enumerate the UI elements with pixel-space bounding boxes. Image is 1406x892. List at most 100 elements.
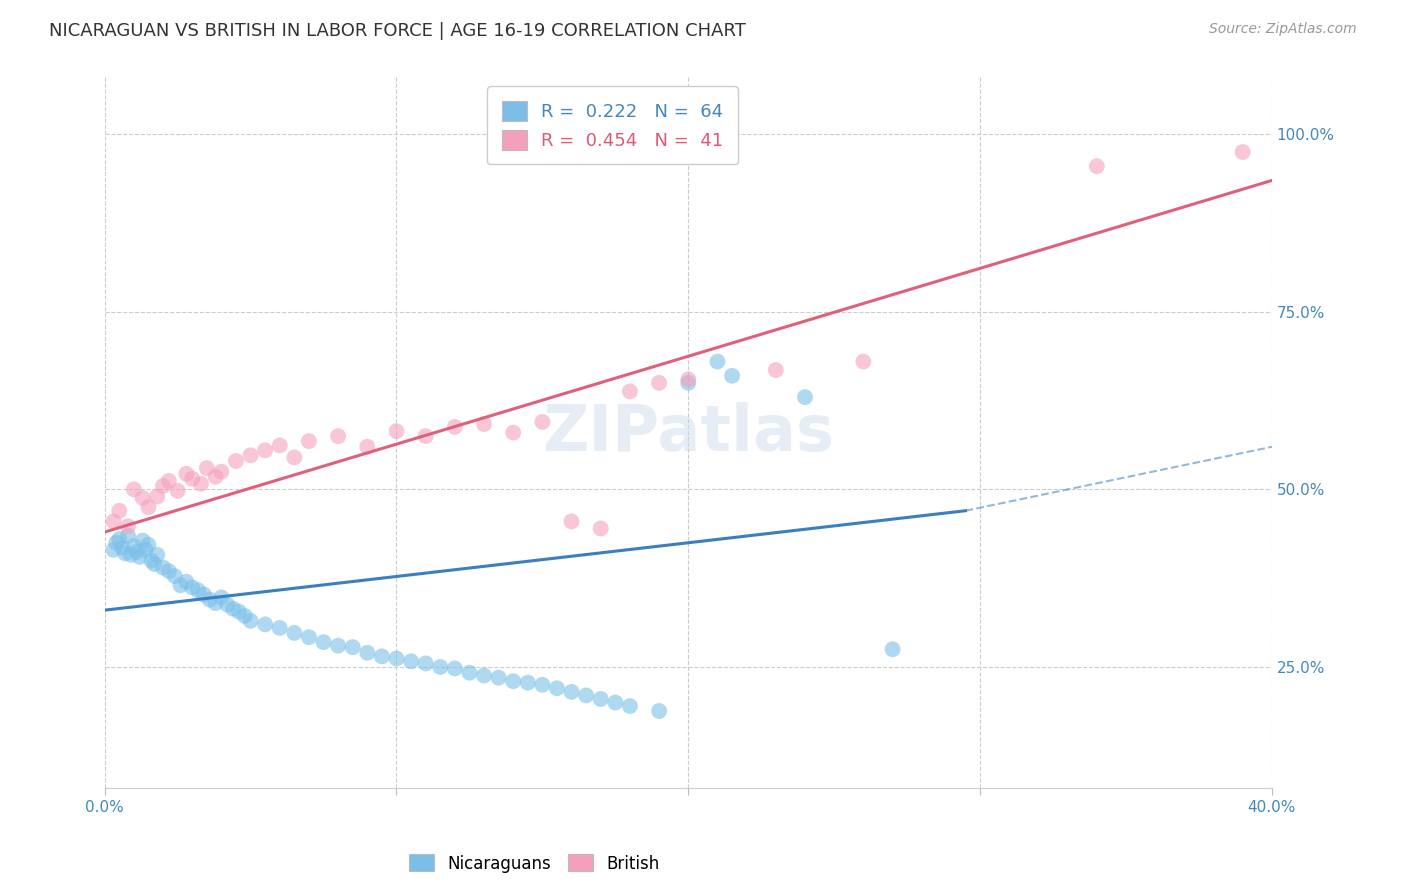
Point [1232,145,1254,159]
Point [605,696,627,710]
Point [298,434,321,449]
Point [128,549,150,564]
Point [204,469,226,483]
Point [1085,159,1108,173]
Point [239,614,262,628]
Point [209,465,232,479]
Point [103,515,125,529]
Point [472,668,495,682]
Point [385,424,408,438]
Point [117,519,139,533]
Point [415,429,437,443]
Point [217,598,239,612]
Point [531,678,554,692]
Point [204,596,226,610]
Point [589,692,612,706]
Point [399,654,422,668]
Point [283,450,305,465]
Point [852,354,875,368]
Text: NICARAGUAN VS BRITISH IN LABOR FORCE | AGE 16-19 CORRELATION CHART: NICARAGUAN VS BRITISH IN LABOR FORCE | A… [49,22,747,40]
Point [678,372,700,386]
Point [648,376,671,390]
Point [356,646,378,660]
Point [195,461,218,475]
Point [120,548,142,562]
Point [678,376,700,390]
Point [131,533,153,548]
Point [122,483,145,497]
Point [385,651,408,665]
Point [619,699,641,714]
Point [444,420,467,434]
Point [254,443,277,458]
Legend: R =  0.222   N =  64, R =  0.454   N =  41: R = 0.222 N = 64, R = 0.454 N = 41 [488,87,738,164]
Point [105,535,128,549]
Point [765,363,787,377]
Point [152,479,174,493]
Point [239,448,262,462]
Point [561,685,583,699]
Point [531,415,554,429]
Point [721,368,744,383]
Point [298,630,321,644]
Point [181,472,204,486]
Point [502,674,524,689]
Point [138,500,160,515]
Point [114,546,136,560]
Point [131,491,153,505]
Legend: Nicaraguans, British: Nicaraguans, British [402,847,666,880]
Point [444,661,467,675]
Text: Source: ZipAtlas.com: Source: ZipAtlas.com [1209,22,1357,37]
Point [198,592,221,607]
Point [371,649,394,664]
Point [122,539,145,553]
Point [429,660,451,674]
Point [228,605,250,619]
Point [269,621,291,635]
Point [648,704,671,718]
Point [103,542,125,557]
Point [163,569,186,583]
Point [415,657,437,671]
Point [458,665,481,680]
Point [222,601,245,615]
Point [326,429,349,443]
Point [111,541,134,555]
Point [157,564,180,578]
Point [589,521,612,535]
Point [706,354,728,368]
Point [233,608,256,623]
Point [794,390,817,404]
Point [152,560,174,574]
Point [187,583,209,598]
Point [619,384,641,399]
Point [546,681,568,696]
Point [117,528,139,542]
Point [146,548,169,562]
Point [181,581,204,595]
Point [166,483,188,498]
Point [176,574,198,589]
Point [143,557,166,571]
Point [326,639,349,653]
Point [135,542,157,557]
Point [269,438,291,452]
Point [488,671,510,685]
Point [157,474,180,488]
Point [146,490,169,504]
Point [575,689,598,703]
Point [356,440,378,454]
Point [141,553,163,567]
Point [169,578,191,592]
Point [502,425,524,440]
Text: ZIPatlas: ZIPatlas [543,401,834,464]
Point [108,504,131,518]
Point [108,532,131,546]
Point [516,675,538,690]
Point [138,538,160,552]
Point [312,635,335,649]
Point [254,617,277,632]
Point [225,454,247,468]
Point [125,545,148,559]
Point [190,476,212,491]
